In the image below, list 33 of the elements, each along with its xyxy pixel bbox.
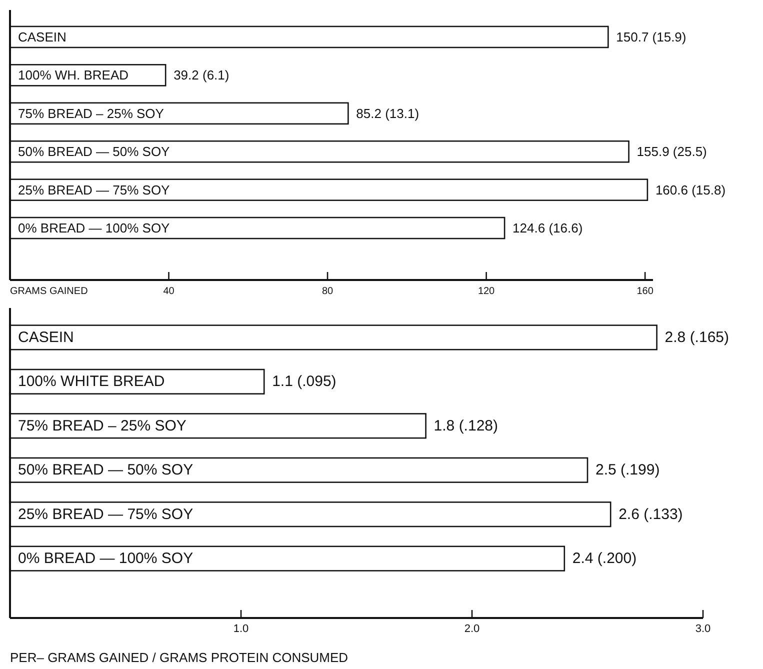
y-tick-label: 25% BREAD — 75% SOY xyxy=(18,182,170,198)
data-label: 160.6 (15.8) xyxy=(655,182,726,198)
x-tick-label: 3.0 xyxy=(695,623,711,635)
x-tick-label: 80 xyxy=(322,286,334,297)
data-label: 150.7 (15.9) xyxy=(616,29,686,44)
y-tick-label: 0% BREAD — 100% SOY xyxy=(18,220,170,236)
data-label: 2.5 (.199) xyxy=(596,462,660,479)
data-label: 2.6 (.133) xyxy=(618,506,683,523)
x-tick-label: 2.0 xyxy=(464,623,480,635)
x-tick-label: 40 xyxy=(163,286,175,297)
data-label: 1.1 (.095) xyxy=(272,373,336,390)
y-tick-label: 75% BREAD – 25% SOY xyxy=(18,417,186,434)
y-tick-label: 100% WHITE BREAD xyxy=(18,373,165,390)
x-axis-title: PER– GRAMS GAINED / GRAMS PROTEIN CONSUMED xyxy=(10,650,348,665)
y-tick-label: 25% BREAD — 75% SOY xyxy=(18,506,194,523)
y-tick-label: CASEIN xyxy=(18,328,74,346)
x-axis-title: GRAMS GAINED xyxy=(10,286,88,297)
x-tick-label: 1.0 xyxy=(233,623,249,635)
y-tick-label: 75% BREAD – 25% SOY xyxy=(18,106,164,121)
y-tick-label: 50% BREAD — 50% SOY xyxy=(18,144,170,160)
x-tick-label: 120 xyxy=(478,286,496,297)
data-label: 155.9 (25.5) xyxy=(636,144,707,160)
y-tick-label: 50% BREAD — 50% SOY xyxy=(18,462,194,479)
data-label: 2.4 (.200) xyxy=(572,550,637,568)
data-label: 1.8 (.128) xyxy=(434,417,498,434)
x-tick-label: 160 xyxy=(636,286,654,297)
data-label: 2.8 (.165) xyxy=(664,328,730,346)
y-tick-label: CASEIN xyxy=(18,29,66,44)
data-label: 124.6 (16.6) xyxy=(512,220,583,236)
y-tick-label: 100% WH. BREAD xyxy=(18,68,129,83)
data-label: 39.2 (6.1) xyxy=(174,68,230,83)
data-label: 85.2 (13.1) xyxy=(356,106,420,121)
y-tick-label: 0% BREAD — 100% SOY xyxy=(18,550,194,568)
